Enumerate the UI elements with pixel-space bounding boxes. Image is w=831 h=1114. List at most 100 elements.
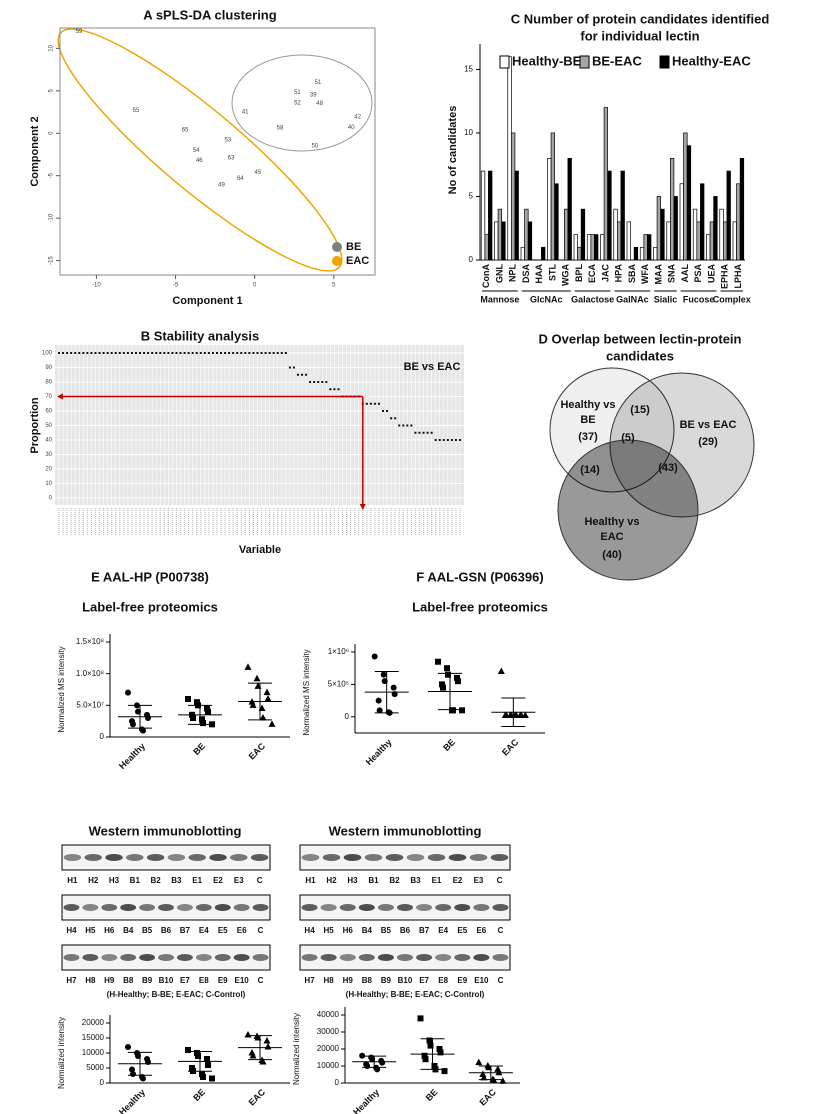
sd-bar <box>478 1065 503 1081</box>
lane-label: B7 <box>419 926 430 935</box>
data-point <box>194 699 200 706</box>
group-label: GalNAc <box>616 294 649 304</box>
bar <box>497 208 503 261</box>
stability-point <box>264 352 267 354</box>
lane-label: B4 <box>362 926 373 935</box>
region-count: (43) <box>658 462 678 474</box>
band <box>396 904 414 911</box>
x-tick-label: Healthy <box>351 1087 381 1114</box>
lane-label: E3 <box>234 876 244 885</box>
band <box>230 854 248 861</box>
venn-set <box>549 367 675 493</box>
y-tick-label: 30 <box>45 452 52 458</box>
y-axis-label: Normalized MS intensity <box>57 646 66 732</box>
lane-label: B10 <box>398 976 413 985</box>
band <box>233 954 250 961</box>
data-point <box>502 711 510 719</box>
stability-point <box>268 352 271 354</box>
y-axis-label: No of candidates <box>447 106 459 195</box>
data-point <box>140 727 146 734</box>
bar <box>700 183 705 261</box>
group-label: GlcNAc <box>530 294 563 304</box>
x-tick-label: WGA <box>561 264 571 286</box>
band <box>63 854 82 861</box>
bar <box>739 158 745 261</box>
y-axis-label: Normalized intensity <box>292 1013 301 1085</box>
data-point <box>130 1071 136 1077</box>
set-label: EAC <box>600 531 623 543</box>
lane-label: E10 <box>474 976 489 985</box>
y-tick-label: -5 <box>49 172 55 178</box>
data-point <box>379 1059 386 1066</box>
y-axis-label: Component 2 <box>29 116 41 186</box>
stability-point <box>369 402 372 405</box>
y-tick-label: 0 <box>345 712 350 721</box>
region-count: (29) <box>698 436 718 448</box>
lane-label: E7 <box>180 976 190 985</box>
x-tick-label: MAA <box>653 264 663 285</box>
data-point <box>417 1015 424 1022</box>
stability-point <box>187 352 190 354</box>
arrowhead <box>57 393 63 400</box>
lane-label: B4 <box>123 926 134 935</box>
blot-caption: (H-Healthy; B-BE; E-EAC; C-Control) <box>346 990 485 999</box>
band <box>473 954 490 961</box>
lane-label: B2 <box>150 876 161 885</box>
data-point <box>512 711 520 719</box>
y-tick-label: 60 <box>45 409 52 415</box>
lane-label: E1 <box>192 876 202 885</box>
point-label: 39 <box>310 93 317 99</box>
lane-label: C <box>498 926 504 935</box>
y-tick-label: -10 <box>49 213 55 222</box>
band <box>320 954 337 961</box>
band <box>139 954 156 961</box>
stability-point <box>143 352 146 354</box>
region-count: (40) <box>602 549 622 561</box>
lane-label: E9 <box>218 976 228 985</box>
group-label: Mannose <box>480 294 519 304</box>
stability-point <box>317 381 320 383</box>
chart-subtitle: Label-free proteomics <box>412 599 548 614</box>
bar <box>507 56 512 261</box>
lane-label: B10 <box>159 976 174 985</box>
data-point <box>374 1066 381 1073</box>
stability-point <box>414 431 417 434</box>
lane-label: H5 <box>324 926 335 935</box>
y-tick-label: 50 <box>45 423 52 429</box>
band <box>320 904 337 911</box>
stability-point <box>110 352 113 354</box>
stability-point <box>240 352 243 354</box>
band <box>454 904 471 911</box>
bar <box>719 208 724 261</box>
band <box>322 854 341 861</box>
point-label: 42 <box>354 115 361 121</box>
bar <box>626 221 631 261</box>
band <box>158 954 174 961</box>
y-tick-label: 10 <box>49 44 55 51</box>
y-tick-label: 80 <box>45 380 52 386</box>
stability-point <box>203 352 206 354</box>
bar <box>520 246 525 261</box>
band <box>139 904 156 911</box>
bar <box>709 221 715 261</box>
x-tick-label: AAL <box>680 264 690 283</box>
band <box>416 954 433 961</box>
stability-point <box>130 352 133 354</box>
venn-set <box>557 439 699 581</box>
y-tick-label: 10000 <box>82 1048 105 1057</box>
point-label: 53 <box>224 138 231 144</box>
bar <box>633 246 639 261</box>
lane-label: E7 <box>419 976 429 985</box>
stability-point <box>199 352 202 354</box>
region-count: (14) <box>580 464 600 476</box>
lane-label: H3 <box>347 876 358 885</box>
band <box>233 904 250 911</box>
arrowhead <box>359 504 366 510</box>
data-point <box>422 1056 429 1063</box>
lane-label: B8 <box>123 976 134 985</box>
y-tick-label: 40 <box>45 438 52 444</box>
band <box>195 954 212 961</box>
stability-point <box>66 352 69 354</box>
point-label: 48 <box>316 101 323 107</box>
